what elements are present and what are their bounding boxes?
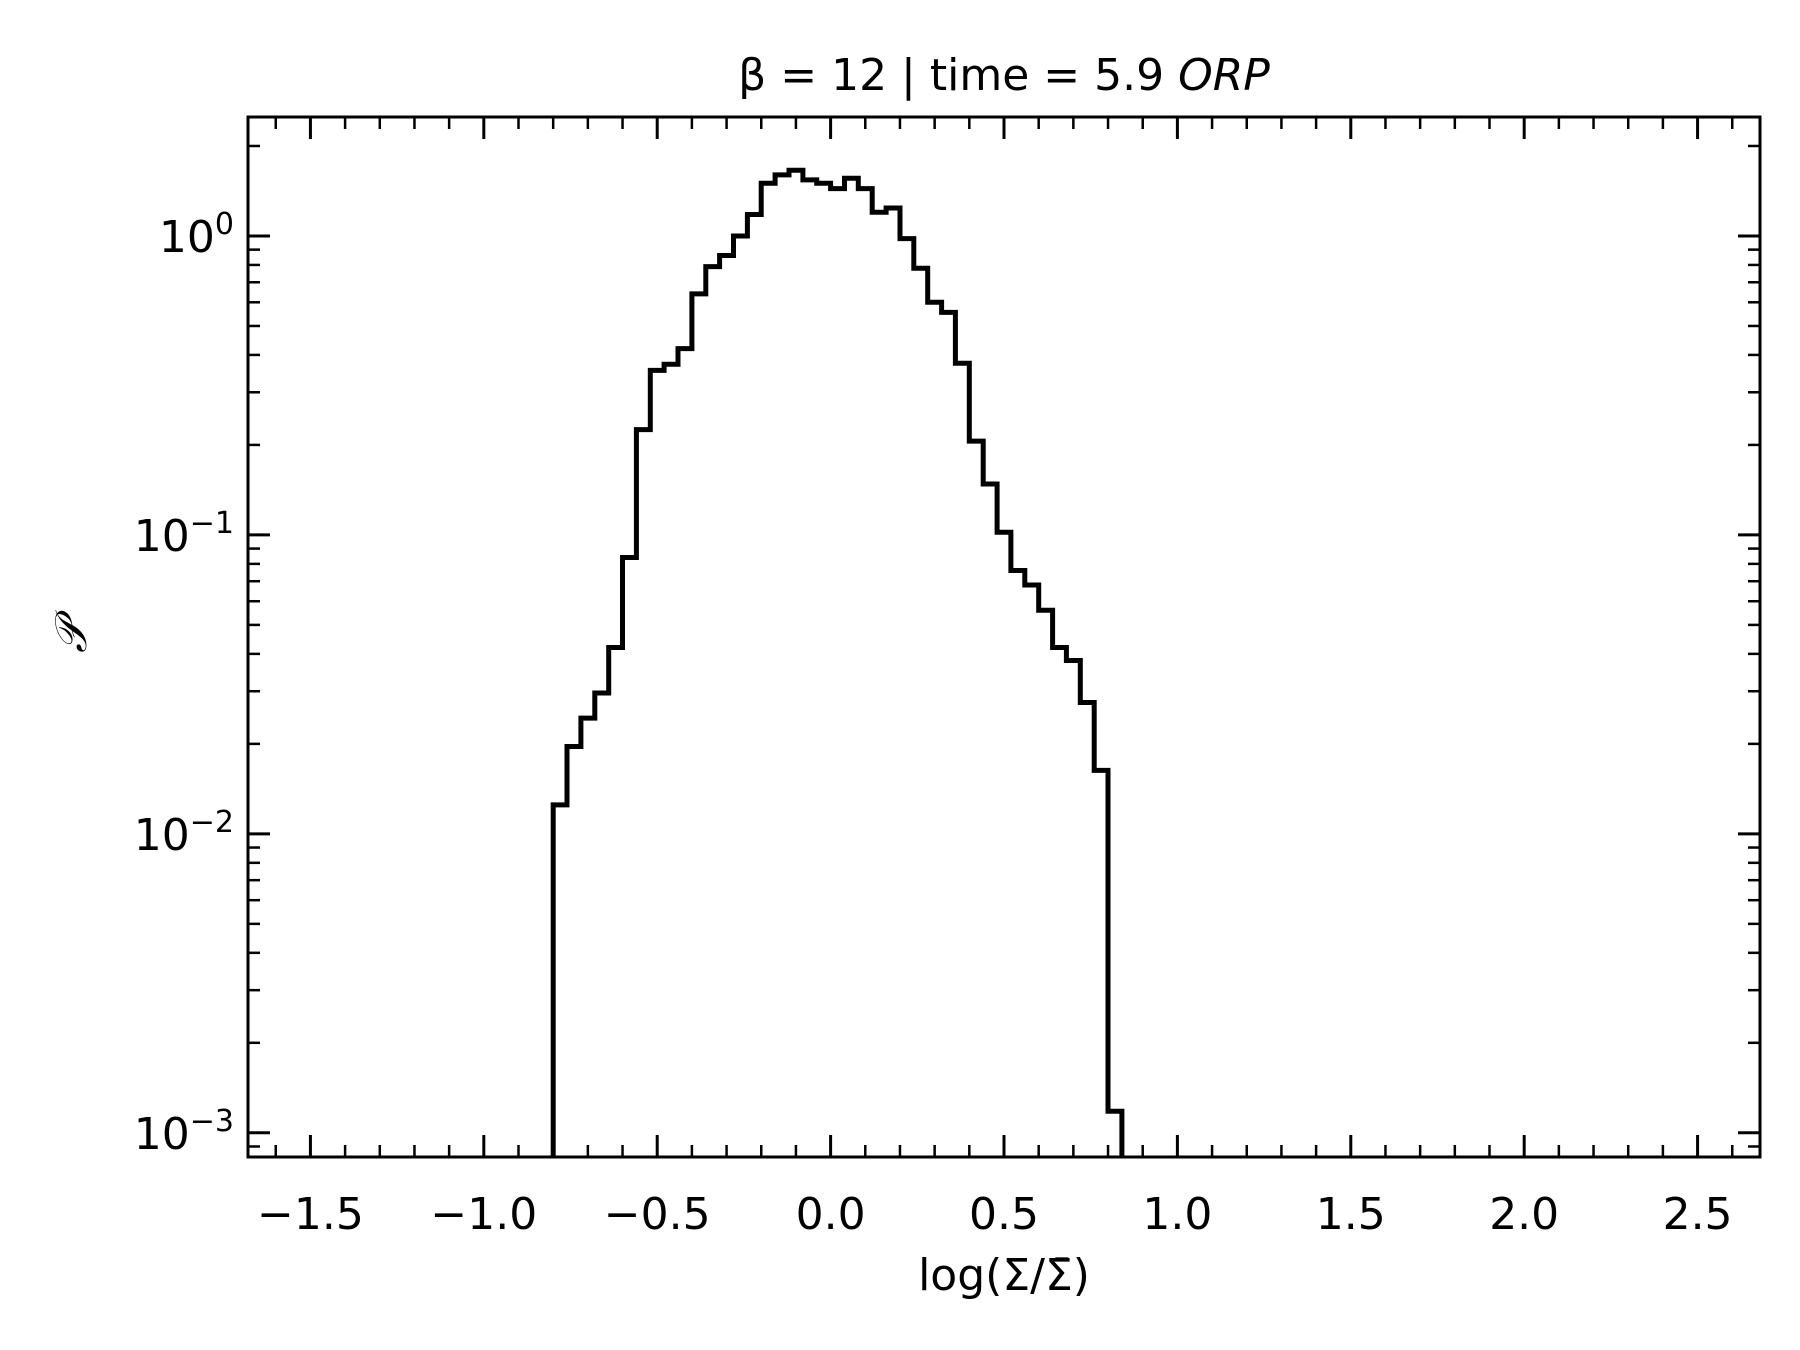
- x-tick-label: 2.5: [1663, 1189, 1733, 1240]
- x-axis-label: log(Σ/Σ̄): [918, 1250, 1090, 1301]
- minor-ticks: [248, 117, 1760, 1157]
- major-ticks: [248, 117, 1760, 1157]
- y-axis-label: 𝒫: [46, 610, 97, 653]
- x-tick-label: 1.0: [1142, 1189, 1212, 1240]
- y-tick-label: 100: [159, 207, 234, 263]
- x-tick-label: −0.5: [604, 1189, 711, 1240]
- y-tick-label: 10−2: [134, 805, 234, 861]
- plot-frame: [246, 115, 1762, 1159]
- x-tick-label: 0.0: [796, 1189, 866, 1240]
- chart-title-italic: ORP: [1178, 50, 1270, 101]
- x-tick-label: −1.5: [257, 1189, 364, 1240]
- y-tick-label: 10−1: [134, 506, 234, 562]
- x-tick-label: 2.0: [1489, 1189, 1559, 1240]
- y-tick-labels: 10−3 10−2 10−1 100: [134, 207, 234, 1160]
- x-tick-label: 1.5: [1316, 1189, 1386, 1240]
- x-tick-labels: −1.5 −1.0 −0.5 0.0 0.5 1.0 1.5 2.0 2.5: [257, 1189, 1733, 1240]
- histogram-step-line: [550, 167, 1125, 1157]
- x-tick-label: −1.0: [430, 1189, 537, 1240]
- chart-title: β = 12 | time = 5.9 ORP: [738, 50, 1270, 101]
- y-tick-label: 10−3: [134, 1104, 234, 1160]
- x-tick-label: 0.5: [969, 1189, 1039, 1240]
- chart-title-prefix: β = 12 | time = 5.9: [738, 50, 1178, 101]
